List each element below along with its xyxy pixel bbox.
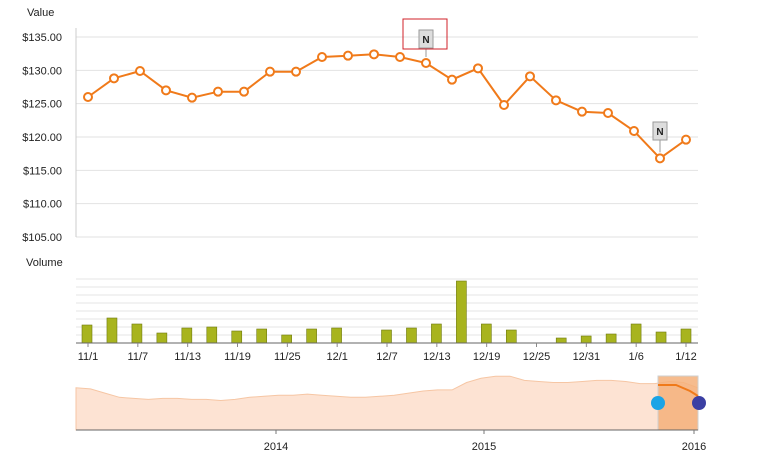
navigator-right-handle[interactable] bbox=[692, 396, 706, 410]
event-flags[interactable]: NN bbox=[402, 18, 668, 153]
volume-bar[interactable] bbox=[655, 331, 667, 344]
volume-panel: Volume 11/1 11/7 11/13 11/19 11/25 12/1 12/7 12… bbox=[26, 257, 698, 363]
volume-x-tick: 11/25 bbox=[274, 351, 301, 363]
volume-bar[interactable] bbox=[456, 280, 467, 344]
navigator-selection-line bbox=[658, 384, 699, 397]
volume-bar[interactable] bbox=[81, 324, 93, 344]
volume-bar[interactable] bbox=[181, 327, 193, 344]
volume-bar[interactable] bbox=[281, 334, 292, 344]
volume-bar[interactable] bbox=[106, 317, 118, 344]
price-grid bbox=[76, 36, 698, 238]
price-point[interactable] bbox=[317, 52, 327, 62]
price-y-tick: $135.00 bbox=[22, 32, 62, 44]
volume-x-tick: 11/7 bbox=[128, 351, 149, 363]
price-point[interactable] bbox=[655, 153, 665, 164]
flag-marker[interactable] bbox=[652, 121, 668, 141]
volume-x-tick: 12/31 bbox=[573, 351, 601, 363]
price-y-tick: $130.00 bbox=[22, 65, 62, 77]
price-point[interactable] bbox=[577, 106, 587, 117]
price-y-tick: $125.00 bbox=[22, 99, 62, 111]
price-point[interactable] bbox=[187, 92, 197, 103]
volume-x-tick: 1/12 bbox=[675, 351, 696, 363]
price-points bbox=[83, 49, 691, 164]
price-point[interactable] bbox=[291, 66, 301, 77]
price-point[interactable] bbox=[603, 108, 613, 118]
price-y-tick: $120.00 bbox=[22, 132, 62, 144]
volume-bar[interactable] bbox=[331, 327, 342, 344]
volume-bar[interactable] bbox=[580, 335, 592, 344]
flag-marker[interactable] bbox=[418, 29, 434, 49]
volume-x-tick: 12/1 bbox=[326, 351, 347, 363]
volume-bar[interactable] bbox=[256, 328, 268, 344]
volume-axis-title: Volume bbox=[26, 257, 63, 269]
volume-bar[interactable] bbox=[680, 328, 692, 344]
volume-x-tick: 12/13 bbox=[423, 351, 451, 363]
volume-bar[interactable] bbox=[156, 332, 168, 344]
price-point[interactable] bbox=[369, 49, 379, 60]
price-point[interactable] bbox=[629, 126, 639, 136]
navigator-left-handle[interactable] bbox=[651, 396, 665, 410]
volume-bars bbox=[76, 280, 698, 344]
navigator-x-tick: 2015 bbox=[472, 441, 496, 453]
navigator-x-tick: 2016 bbox=[682, 441, 706, 453]
price-point[interactable] bbox=[395, 52, 405, 62]
navigator-area bbox=[75, 375, 699, 431]
volume-bar[interactable] bbox=[406, 327, 417, 344]
volume-bar[interactable] bbox=[206, 326, 218, 344]
price-y-axis: $135.00 $130.00 $125.00 $120.00 $115.00 $110.… bbox=[22, 28, 77, 244]
price-point[interactable] bbox=[681, 134, 691, 145]
price-point[interactable] bbox=[83, 92, 93, 102]
volume-bar[interactable] bbox=[555, 337, 567, 344]
price-y-tick: $105.00 bbox=[22, 232, 62, 244]
volume-bar[interactable] bbox=[306, 328, 317, 344]
navigator-panel[interactable]: 2014 2015 2016 bbox=[75, 375, 706, 453]
price-point[interactable] bbox=[343, 50, 353, 61]
price-y-tick: $110.00 bbox=[23, 199, 62, 211]
volume-x-tick: 1/6 bbox=[629, 351, 644, 363]
volume-bar[interactable] bbox=[630, 323, 642, 344]
price-point[interactable] bbox=[161, 85, 171, 96]
volume-x-tick: 11/19 bbox=[224, 351, 251, 363]
flag-label: N bbox=[422, 35, 429, 46]
price-point[interactable] bbox=[447, 74, 457, 85]
volume-bar[interactable] bbox=[505, 329, 517, 344]
price-axis-title: Value bbox=[27, 7, 54, 19]
price-point[interactable] bbox=[239, 86, 249, 97]
volume-x-tick: 12/7 bbox=[376, 351, 397, 363]
volume-bar[interactable] bbox=[381, 329, 392, 344]
volume-x-tick: 12/19 bbox=[473, 351, 501, 363]
volume-bar[interactable] bbox=[131, 323, 143, 344]
volume-x-tick: 12/25 bbox=[523, 351, 551, 363]
volume-bar[interactable] bbox=[431, 323, 442, 344]
price-point[interactable] bbox=[265, 66, 275, 77]
price-point[interactable] bbox=[135, 66, 145, 76]
price-point[interactable] bbox=[525, 71, 535, 82]
volume-x-tick: 11/13 bbox=[174, 351, 201, 363]
volume-bar[interactable] bbox=[605, 333, 617, 344]
flag-highlight-box bbox=[402, 18, 448, 50]
navigator-x-axis: 2014 2015 2016 bbox=[76, 429, 706, 453]
volume-bar[interactable] bbox=[231, 330, 243, 344]
price-point[interactable] bbox=[551, 95, 561, 106]
price-point[interactable] bbox=[109, 73, 119, 84]
volume-x-axis: 11/1 11/7 11/13 11/19 11/25 12/1 12/7 12/13 12/1… bbox=[78, 343, 697, 363]
price-y-tick: $115.00 bbox=[23, 165, 62, 177]
navigator-x-tick: 2014 bbox=[264, 441, 288, 453]
price-point[interactable] bbox=[473, 63, 483, 74]
price-point[interactable] bbox=[499, 100, 509, 110]
price-point[interactable] bbox=[213, 86, 223, 97]
flag-label: N bbox=[656, 127, 663, 138]
volume-bar[interactable] bbox=[481, 323, 492, 344]
price-panel: Value $135.00 $130.00 $125.00 $120.00 $115.0… bbox=[22, 7, 698, 244]
volume-x-tick: 11/1 bbox=[78, 351, 99, 363]
price-point[interactable] bbox=[421, 58, 431, 68]
